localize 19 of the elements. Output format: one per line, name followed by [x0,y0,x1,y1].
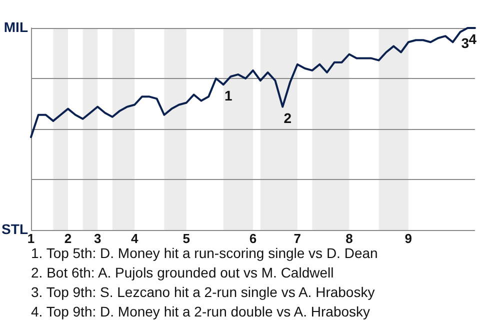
annotation: 4 [468,31,477,47]
annotation: 2 [284,110,292,126]
x-tick-label: 5 [182,231,190,246]
x-tick-label: 4 [130,231,139,246]
x-tick-label: 3 [94,231,102,246]
x-tick-label: 8 [346,231,353,246]
text: 4. Top 9th: D. Money hit a 2-run double vs A. Hrabosky [31,304,370,320]
text: MIL [4,19,28,35]
x-tick-label: 9 [404,231,412,246]
text: STL [2,221,28,237]
annotation: 3 [461,35,470,52]
text: 2. Bot 6th: A. Pujols grounded out vs M. Caldwell [31,264,334,280]
annotation: 1 [224,88,232,104]
x-tick-label: 2 [64,231,72,246]
x-tick-label: 1 [27,231,35,246]
text: 3. Top 9th: S. Lezcano hit a 2-run single vs A. Hrabosky [31,284,375,300]
x-tick-label: 6 [249,231,257,246]
text: 1. Top 5th: D. Money hit a run-scoring single vs D. Dean [31,245,378,261]
x-tick-label: 7 [294,231,302,246]
